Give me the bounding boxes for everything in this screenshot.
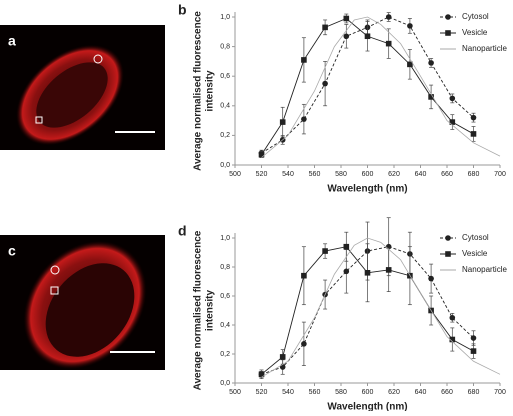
x-tick-label: 660 (441, 389, 453, 396)
marker (385, 267, 392, 273)
y-axis-title: intensity (205, 70, 216, 112)
y-tick-label: 0,0 (220, 380, 230, 387)
marker (364, 33, 371, 40)
marker (449, 314, 456, 321)
y-axis-title: Average normalised fluorescence (193, 11, 204, 171)
y-tick-label: 0,0 (220, 162, 230, 169)
marker (322, 248, 328, 254)
marker (301, 116, 307, 122)
x-tick-label: 640 (415, 389, 427, 396)
y-tick-label: 1,0 (220, 14, 230, 21)
legend-marker (445, 251, 451, 257)
x-tick-label: 500 (229, 389, 241, 396)
x-tick-label: 580 (335, 171, 347, 178)
x-tick-label: 600 (362, 389, 374, 396)
y-tick-label: 0,4 (220, 103, 230, 110)
legend-label: Vesicle (462, 249, 488, 258)
marker (322, 24, 328, 31)
x-tick-label: 580 (335, 389, 347, 396)
marker (428, 60, 434, 66)
legend-label: Cytosol (462, 12, 489, 21)
y-tick-label: 0,6 (220, 293, 230, 300)
marker (385, 14, 392, 20)
x-tick-label: 500 (229, 171, 241, 178)
x-tick-label: 540 (282, 389, 294, 396)
marker (301, 341, 307, 347)
marker (470, 131, 477, 137)
panel-label: b (178, 2, 187, 18)
marker (470, 114, 477, 121)
x-axis-title: Wavelength (nm) (327, 402, 407, 411)
marker (470, 335, 477, 341)
y-tick-label: 0,8 (220, 43, 230, 50)
legend-label: Nanoparticle (462, 265, 507, 274)
y-tick-label: 0,2 (220, 132, 230, 139)
x-tick-label: 660 (441, 171, 453, 178)
x-tick-label: 600 (362, 171, 374, 178)
x-tick-label: 680 (468, 389, 480, 396)
y-tick-label: 0,4 (220, 322, 230, 329)
x-tick-label: 700 (494, 171, 506, 178)
series-line (261, 237, 501, 378)
marker (407, 23, 413, 29)
marker (449, 95, 456, 102)
x-tick-label: 560 (309, 171, 321, 178)
marker (301, 272, 307, 279)
marker (258, 371, 265, 378)
marker (301, 57, 307, 63)
marker (449, 336, 456, 343)
micrograph-a: a (0, 25, 165, 150)
legend-marker (445, 14, 451, 20)
image-label: a (8, 33, 16, 49)
y-axis-title: intensity (205, 290, 216, 332)
marker (449, 119, 456, 125)
marker (343, 243, 350, 250)
marker (364, 270, 371, 276)
y-tick-label: 0,2 (220, 351, 230, 358)
y-tick-label: 0,6 (220, 73, 230, 80)
marker (279, 119, 286, 125)
x-tick-label: 700 (494, 389, 506, 396)
legend-marker (445, 30, 451, 36)
marker (428, 275, 434, 282)
micrograph-c: c (0, 235, 165, 370)
y-tick-label: 1,0 (220, 235, 230, 242)
marker (470, 348, 477, 354)
marker (407, 61, 413, 68)
x-tick-label: 520 (256, 389, 268, 396)
x-tick-label: 620 (388, 171, 400, 178)
x-tick-label: 540 (282, 171, 294, 178)
x-tick-label: 640 (415, 171, 427, 178)
y-axis-title: Average normalised fluorescence (193, 230, 204, 390)
marker (385, 40, 392, 47)
legend-label: Cytosol (462, 233, 489, 242)
x-tick-label: 620 (388, 389, 400, 396)
legend-label: Nanoparticle (462, 44, 507, 53)
x-tick-label: 560 (309, 389, 321, 396)
y-tick-label: 0,8 (220, 264, 230, 271)
image-label: c (8, 243, 16, 259)
marker (279, 354, 286, 360)
marker (343, 268, 350, 275)
x-axis-title: Wavelength (nm) (327, 184, 407, 195)
marker (322, 80, 328, 87)
marker (258, 151, 265, 158)
x-tick-label: 520 (256, 171, 268, 178)
legend-label: Vesicle (462, 28, 488, 37)
marker (343, 33, 350, 40)
panel-label: d (178, 223, 187, 239)
marker (343, 15, 350, 22)
x-tick-label: 680 (468, 171, 480, 178)
legend-marker (445, 235, 451, 241)
marker (279, 364, 286, 370)
series-line (261, 16, 501, 158)
marker (428, 94, 434, 100)
